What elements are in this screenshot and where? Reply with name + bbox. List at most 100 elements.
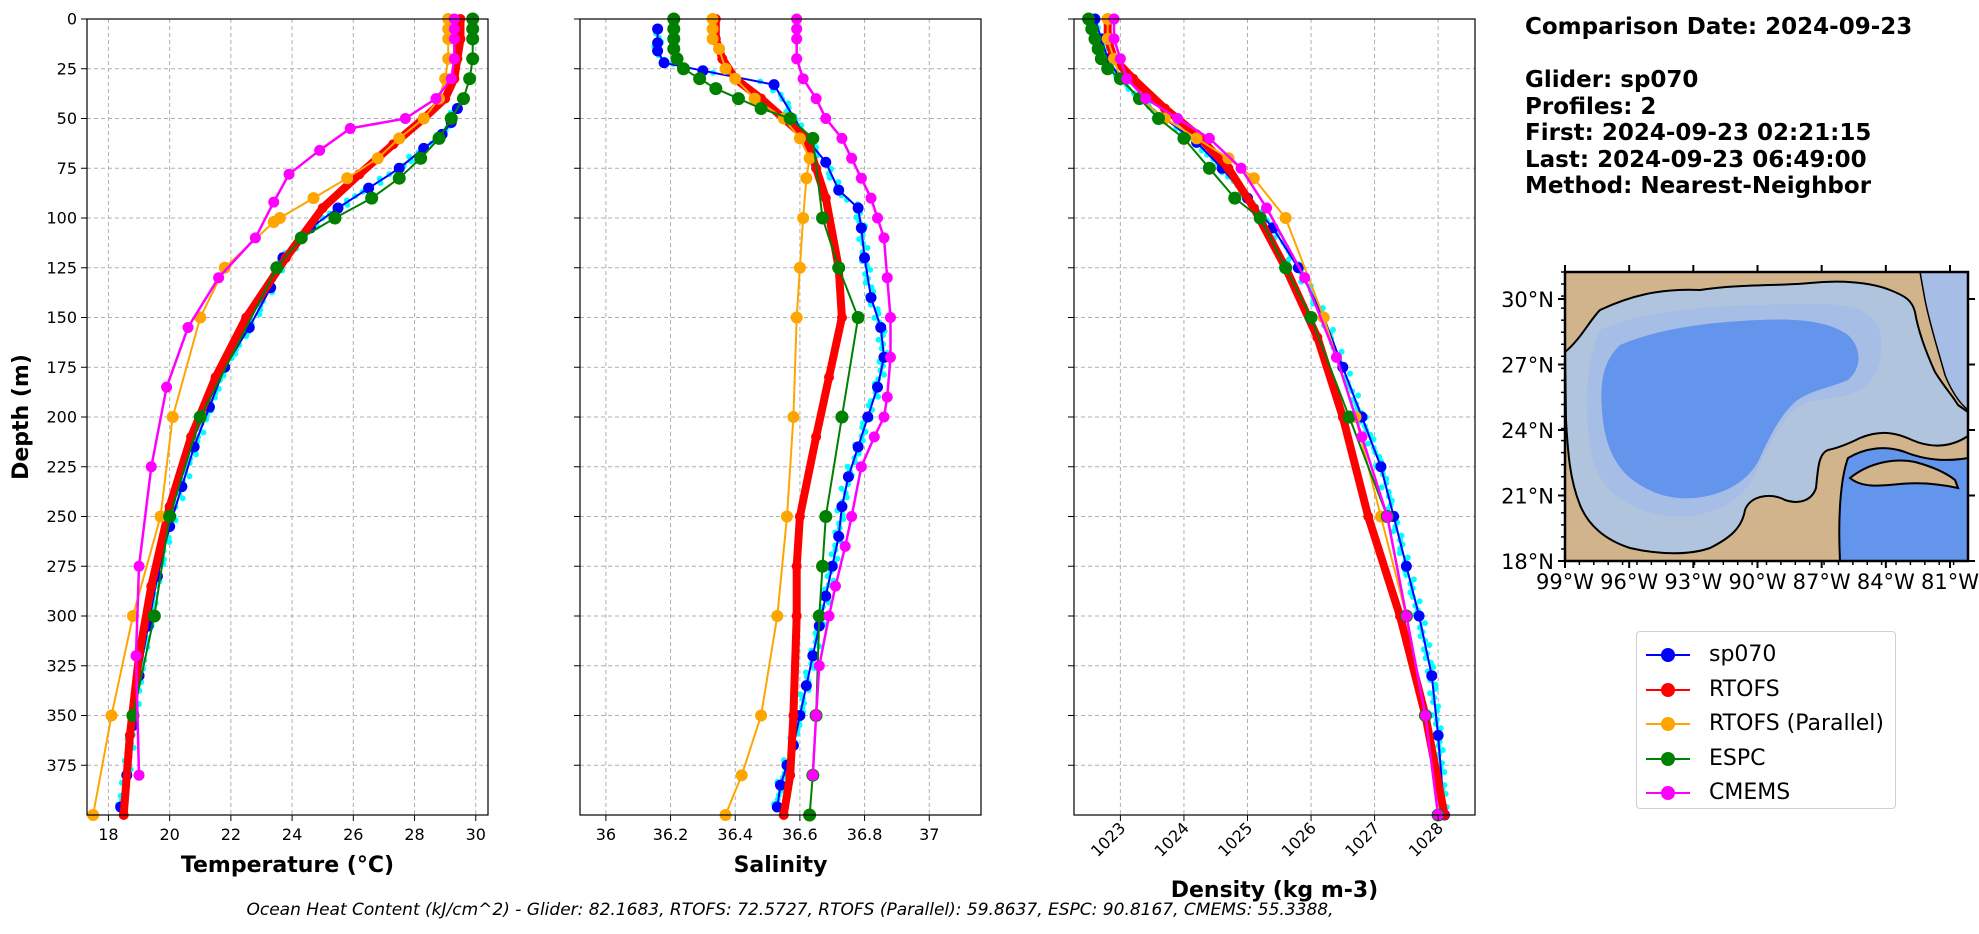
series-point-espc: [1094, 52, 1108, 66]
series-point-espc: [457, 92, 471, 106]
x-axis-label: Salinity: [734, 853, 828, 878]
series-point-sp070: [820, 156, 832, 168]
series-point-espc: [414, 151, 428, 165]
series-point-cmems: [283, 168, 295, 180]
series-point-sp070: [652, 23, 664, 35]
series-point-espc: [328, 211, 342, 225]
series-line-cmems: [1112, 19, 1440, 816]
series-point-sp070: [833, 530, 845, 542]
series-point-sp070: [393, 162, 405, 174]
axes-frame: [86, 18, 489, 816]
series-point-espc: [193, 410, 207, 424]
series-point-cmems: [829, 580, 841, 592]
y-tick-label: 175: [46, 358, 77, 377]
series-point-rtofs-parallel-: [126, 610, 139, 622]
glider-raw-point: [1364, 440, 1371, 447]
method: Method: Nearest-Neighbor: [1525, 173, 1872, 199]
series-point-rtofs-parallel-: [790, 311, 803, 324]
glider-raw-point: [1416, 598, 1423, 605]
y-tick-label: 325: [46, 656, 77, 675]
glider-raw-point: [875, 336, 882, 343]
series-point-cmems: [881, 391, 893, 403]
glider-raw-point: [1439, 747, 1446, 754]
series-point-cmems: [836, 132, 848, 144]
series-point-cmems: [797, 73, 809, 85]
glider-raw-point: [1437, 725, 1444, 732]
series-point-cmems: [810, 710, 822, 721]
series-point-espc: [365, 191, 379, 205]
comparison-date: Comparison Date: 2024-09-23: [1525, 14, 1913, 40]
map-deep: [1601, 319, 1859, 499]
series-point-cmems: [1400, 610, 1412, 622]
glider-raw-point: [853, 214, 860, 221]
x-tick-label: 1027: [1341, 818, 1383, 860]
legend-marker: [1661, 751, 1675, 766]
series-point-espc: [783, 112, 797, 125]
glider-raw-point: [186, 473, 193, 480]
map-lat-label: 21°N: [1501, 485, 1554, 509]
x-tick-label: 36.4: [717, 825, 753, 844]
series-point-rtofs-parallel-: [787, 411, 800, 423]
legend-item: RTOFS (Parallel): [1637, 707, 1895, 741]
series-point-espc: [676, 62, 690, 76]
series-point-cmems: [855, 172, 867, 184]
series-point-rtofs-parallel-: [218, 261, 231, 274]
series-point-cmems: [878, 232, 890, 244]
series-point-cmems: [872, 212, 884, 224]
series-point-cmems: [846, 152, 858, 164]
series-point-cmems: [1114, 53, 1126, 65]
x-tick-label: 1026: [1278, 818, 1320, 860]
series-point-rtofs: [820, 193, 831, 204]
legend-item: CMEMS: [1637, 776, 1895, 810]
panel-2: 36 36.2 36.4 36.6 36.8 37 Salinity: [574, 12, 982, 878]
series-point-rtofs: [788, 710, 799, 721]
glider-raw-point: [1441, 769, 1448, 776]
series-point-espc: [670, 52, 684, 66]
info-panel: Comparison Date: 2024-09-23 Glider: sp07…: [1525, 14, 1912, 200]
glider-raw-point: [864, 244, 871, 251]
series-point-rtofs-parallel-: [417, 112, 430, 125]
glider-raw-point: [1426, 642, 1433, 649]
map-cuba: [1848, 459, 1960, 490]
x-tick-label: 36.2: [653, 825, 689, 844]
series-point-espc: [1152, 112, 1166, 125]
x-tick-label: 36.6: [782, 825, 818, 844]
series-point-rtofs-parallel-: [393, 132, 406, 145]
x-tick-label: 36.8: [847, 825, 883, 844]
glider-raw-point: [862, 279, 869, 286]
series-point-cmems: [1203, 132, 1215, 144]
series-point-rtofs: [317, 203, 328, 214]
series-point-espc: [126, 709, 140, 722]
series-point-espc: [147, 609, 161, 623]
series-point-cmems: [130, 650, 142, 662]
series-point-rtofs-parallel-: [780, 510, 793, 523]
series-point-cmems: [1356, 431, 1368, 443]
series-point-sp070: [332, 202, 344, 214]
legend: sp070 RTOFS RTOFS (Parallel) ESPC CMEMS: [1636, 631, 1896, 809]
series-point-espc: [667, 42, 681, 56]
series-point-rtofs: [241, 312, 252, 323]
glider-raw-point: [840, 516, 847, 523]
series-point-rtofs: [124, 730, 135, 741]
series-point-sp070: [652, 37, 664, 49]
map-lon-label: 99°W: [1536, 570, 1594, 594]
series-point-cmems: [445, 73, 457, 85]
glider-raw-point: [1427, 690, 1434, 697]
series-point-espc: [1228, 191, 1242, 205]
series-point-cmems: [823, 610, 835, 622]
series-point-cmems: [839, 540, 851, 552]
first-time: First: 2024-09-23 02:21:15: [1525, 120, 1872, 146]
series-point-cmems: [1381, 511, 1393, 522]
legend-label: ESPC: [1709, 745, 1766, 771]
legend-item: sp070: [1637, 638, 1895, 672]
y-tick-label: 150: [46, 308, 77, 327]
series-point-rtofs: [836, 312, 847, 323]
series-point-rtofs: [811, 431, 822, 442]
series-point-espc: [832, 261, 846, 275]
glider-raw-point: [828, 551, 835, 558]
series-point-sp070: [872, 381, 884, 393]
series-point-rtofs-parallel-: [793, 132, 806, 145]
gulf-of-mexico-map: 99°W 96°W 93°W 90°W 87°W 84°W 81°W 30°N 27°N 24°N…: [1501, 265, 1979, 594]
series-point-sp070: [800, 680, 812, 692]
